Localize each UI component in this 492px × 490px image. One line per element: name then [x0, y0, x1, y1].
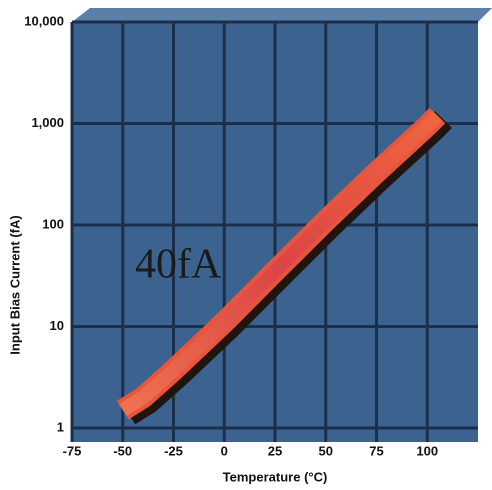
y-tick-label: 100 — [42, 216, 64, 231]
x-tick-label: 0 — [221, 443, 228, 458]
x-tick-label: -75 — [63, 443, 82, 458]
x-tick-label: -50 — [113, 443, 132, 458]
x-tick-label: 75 — [369, 443, 383, 458]
x-tick-label: -25 — [164, 443, 183, 458]
x-tick-label: 50 — [319, 443, 333, 458]
annotation: 40fA — [135, 242, 222, 288]
x-tick-label: 100 — [416, 443, 438, 458]
block-top — [72, 8, 492, 22]
y-tick-label: 1,000 — [31, 115, 64, 130]
y-tick-label: 10,000 — [24, 13, 64, 28]
x-tick-label: 25 — [268, 443, 282, 458]
y-axis-label: Input Bias Current (fA) — [7, 215, 22, 354]
x-axis-label: Temperature (°C) — [223, 469, 328, 484]
line-highlight — [119, 110, 443, 417]
y-tick-label: 10 — [50, 318, 64, 333]
y-tick-label: 1 — [57, 419, 64, 434]
